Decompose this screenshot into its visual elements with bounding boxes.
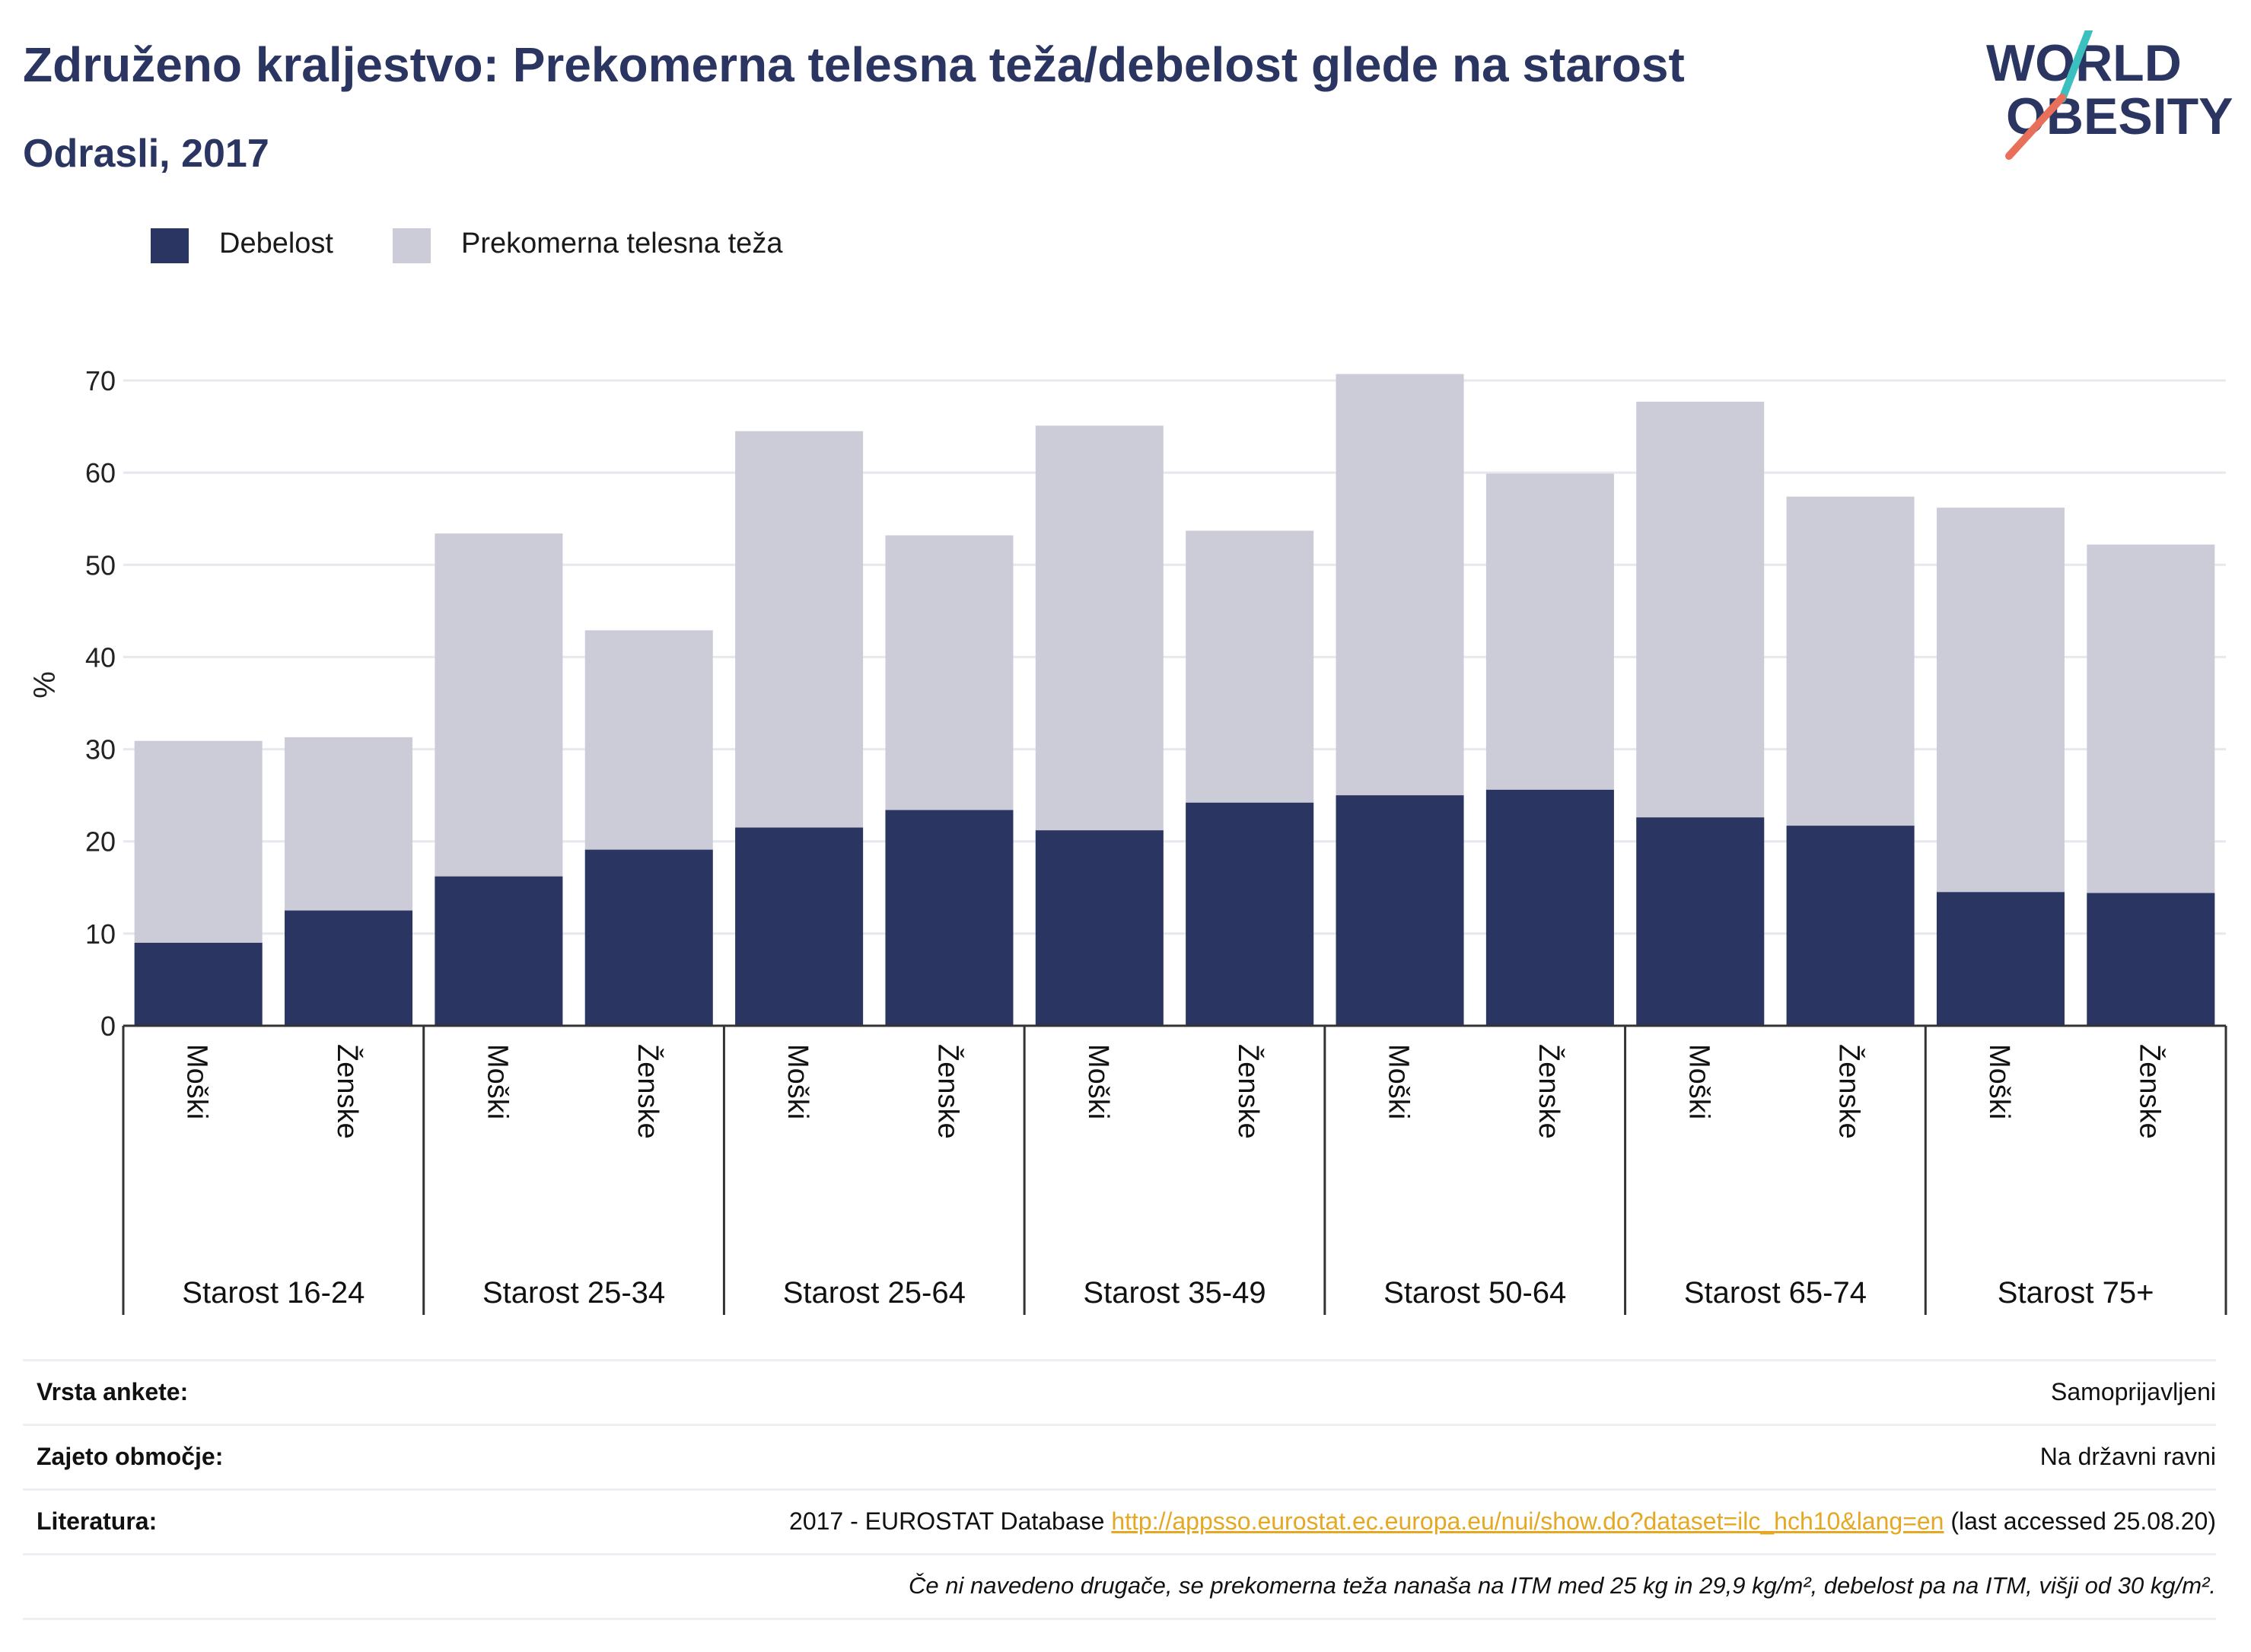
bar-obesity — [435, 876, 563, 1026]
x-sex-label: Moški — [1683, 1044, 1715, 1119]
meta-bottom-divider — [23, 1618, 2216, 1620]
reference-suffix: (last accessed 25.08.20) — [1944, 1507, 2216, 1535]
reference-link[interactable]: http://appsso.eurostat.ec.europa.eu/nui/… — [1111, 1507, 1944, 1535]
bar-obesity — [1485, 789, 1614, 1026]
world-obesity-logo: WORLD OBESITY — [1986, 30, 2233, 160]
x-sex-label: Ženske — [1533, 1044, 1565, 1139]
meta-label-reference: Literatura: — [37, 1507, 158, 1535]
meta-value-coverage: Na državni ravni — [2039, 1443, 2216, 1470]
x-sex-label: Ženske — [632, 1044, 664, 1139]
legend-swatch-obesity — [151, 228, 189, 263]
y-axis-label: % — [28, 671, 62, 699]
y-tick-label: 60 — [85, 457, 116, 489]
bar-obesity — [885, 810, 1014, 1026]
x-sex-label: Moški — [181, 1044, 213, 1119]
legend-swatch-overweight — [393, 228, 431, 263]
x-sex-label: Ženske — [1232, 1044, 1265, 1139]
page-title: Združeno kraljestvo: Prekomerna telesna … — [23, 37, 1685, 92]
y-tick-label: 50 — [85, 549, 116, 581]
x-sex-label: Moški — [1082, 1044, 1114, 1119]
y-tick-label: 0 — [100, 1011, 116, 1042]
bar-obesity — [1336, 795, 1464, 1026]
x-sex-label: Ženske — [2133, 1044, 2166, 1139]
stacked-bar-chart: 0 10 20 30 40 50 60 70% Moški Ženske Starost 16-24… — [28, 365, 2227, 1315]
legend-label-obesity: Debelost — [219, 228, 333, 259]
x-group-label: Starost 65-74 — [1684, 1276, 1867, 1310]
y-tick-label: 10 — [85, 918, 116, 950]
meta-value-reference: 2017 - EUROSTAT Database http://appsso.e… — [789, 1507, 2216, 1536]
meta-row-coverage: Zajeto območje: Na državni ravni — [23, 1424, 2216, 1488]
x-group-label: Starost 50-64 — [1383, 1276, 1566, 1310]
x-group-label: Starost 16-24 — [182, 1276, 365, 1310]
bar-obesity — [1636, 817, 1765, 1026]
meta-row-note: Če ni navedeno drugače, se prekomerna te… — [23, 1553, 2216, 1618]
logo-slash-teal — [2058, 30, 2093, 103]
x-sex-label: Moški — [481, 1044, 513, 1119]
bar-obesity — [2087, 893, 2215, 1026]
meta-note: Če ni navedeno drugače, se prekomerna te… — [909, 1572, 2216, 1599]
y-tick-label: 40 — [85, 641, 116, 673]
metadata-table: Vrsta ankete: Samoprijavljeni Zajeto obm… — [23, 1359, 2216, 1620]
bar-obesity — [1936, 892, 2065, 1026]
bar-obesity — [1035, 830, 1164, 1026]
x-sex-label: Ženske — [931, 1044, 964, 1139]
meta-row-reference: Literatura: 2017 - EUROSTAT Database htt… — [23, 1488, 2216, 1553]
legend-label-overweight: Prekomerna telesna teža — [461, 228, 783, 259]
y-tick-label: 20 — [85, 826, 116, 858]
x-group-label: Starost 35-49 — [1083, 1276, 1266, 1310]
page-subtitle: Odrasli, 2017 — [23, 132, 269, 176]
x-group-label: Starost 25-64 — [783, 1276, 966, 1310]
bar-obesity — [584, 849, 713, 1026]
x-sex-label: Ženske — [1833, 1044, 1866, 1139]
y-tick-label: 70 — [85, 365, 116, 396]
x-group-label: Starost 25-34 — [482, 1276, 665, 1310]
meta-label-coverage: Zajeto območje: — [37, 1443, 224, 1470]
reference-prefix: 2017 - EUROSTAT Database — [789, 1507, 1112, 1535]
meta-value-survey: Samoprijavljeni — [2051, 1378, 2216, 1405]
bar-obesity — [1786, 826, 1915, 1026]
y-tick-label: 30 — [85, 734, 116, 766]
x-sex-label: Moški — [782, 1044, 813, 1119]
bar-obesity — [1186, 802, 1314, 1026]
x-sex-label: Ženske — [331, 1044, 364, 1139]
bar-obesity — [134, 942, 263, 1026]
x-sex-label: Moški — [1383, 1044, 1415, 1119]
bar-obesity — [285, 910, 413, 1026]
bar-obesity — [735, 827, 864, 1026]
logo-slash-coral — [2005, 94, 2066, 160]
x-sex-label: Moški — [1983, 1044, 2015, 1119]
meta-row-survey: Vrsta ankete: Samoprijavljeni — [23, 1359, 2216, 1424]
x-group-label: Starost 75+ — [1998, 1276, 2154, 1310]
meta-label-survey: Vrsta ankete: — [37, 1378, 189, 1405]
